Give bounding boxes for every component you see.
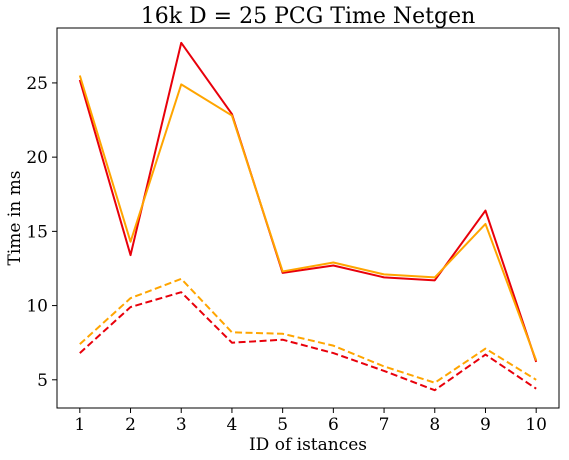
- x-tick-label: 2: [125, 415, 136, 435]
- series-line-1: [78, 41, 538, 363]
- series-line-4: [79, 291, 537, 392]
- x-tick-label: 3: [176, 415, 187, 435]
- x-tick-label: 4: [227, 415, 238, 435]
- x-tick-label: 5: [277, 415, 288, 435]
- series-line-3: [79, 277, 537, 384]
- y-tick-label: 25: [26, 74, 48, 94]
- x-tick-label: 8: [429, 415, 440, 435]
- y-tick-label: 20: [26, 148, 48, 168]
- y-tick-label: 10: [26, 297, 48, 317]
- plot-area: [56, 27, 560, 409]
- y-tick-label: 15: [26, 222, 48, 242]
- series-line-2: [78, 75, 538, 361]
- x-tick-label: 9: [480, 415, 491, 435]
- x-tick-label: 7: [379, 415, 390, 435]
- chart-title: 16k D = 25 PCG Time Netgen: [141, 4, 476, 29]
- x-axis-ticks: 1 2 3 4 5 6 7 8 9 10: [74, 408, 547, 435]
- x-tick-label: 6: [328, 415, 339, 435]
- series-layer: [78, 41, 538, 392]
- y-axis-ticks: 5 10 15 20 25: [26, 74, 57, 391]
- axes-frame: [56, 27, 560, 409]
- x-tick-label: 10: [525, 415, 547, 435]
- y-axis-label: Time in ms: [5, 171, 25, 266]
- y-tick-label: 5: [37, 371, 48, 391]
- x-tick-label: 1: [74, 415, 85, 435]
- x-axis-label: ID of istances: [249, 435, 367, 455]
